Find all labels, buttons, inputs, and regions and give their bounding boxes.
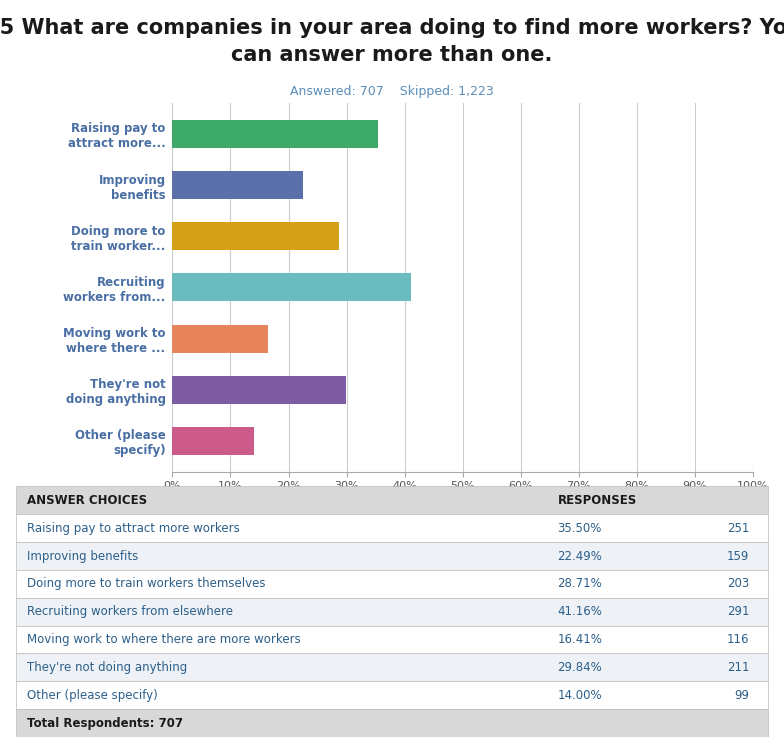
Text: 22.49%: 22.49% [557,550,602,562]
Text: 28.71%: 28.71% [557,577,602,590]
Text: 291: 291 [727,605,750,618]
FancyBboxPatch shape [16,654,768,681]
Text: Other (please specify): Other (please specify) [27,689,158,702]
Bar [172,427,254,455]
Text: Improving benefits: Improving benefits [27,550,138,562]
Text: 41.16%: 41.16% [557,605,602,618]
Text: 35.50%: 35.50% [557,522,602,534]
Bar [172,171,303,199]
Bar [172,324,267,352]
Text: Moving work to where there are more workers: Moving work to where there are more work… [27,633,301,646]
Text: Doing more to train workers themselves: Doing more to train workers themselves [27,577,266,590]
Text: 16.41%: 16.41% [557,633,602,646]
Text: 99: 99 [735,689,750,702]
Text: Answered: 707    Skipped: 1,223: Answered: 707 Skipped: 1,223 [290,85,494,98]
Bar [172,376,346,404]
Text: 251: 251 [727,522,750,534]
FancyBboxPatch shape [16,626,768,654]
FancyBboxPatch shape [16,681,768,709]
Text: Q5 What are companies in your area doing to find more workers? You
can answer mo: Q5 What are companies in your area doing… [0,18,784,65]
Text: 116: 116 [727,633,750,646]
FancyBboxPatch shape [16,542,768,570]
Text: 211: 211 [727,661,750,674]
Text: ANSWER CHOICES: ANSWER CHOICES [27,494,147,507]
Text: Total Respondents: 707: Total Respondents: 707 [27,716,183,730]
Text: Raising pay to attract more workers: Raising pay to attract more workers [27,522,240,534]
Text: Recruiting workers from elsewhere: Recruiting workers from elsewhere [27,605,233,618]
FancyBboxPatch shape [16,709,768,737]
Text: 203: 203 [728,577,750,590]
Text: 14.00%: 14.00% [557,689,602,702]
Text: 159: 159 [727,550,750,562]
Text: They're not doing anything: They're not doing anything [27,661,187,674]
Text: 29.84%: 29.84% [557,661,602,674]
FancyBboxPatch shape [16,598,768,626]
Bar [172,120,379,148]
FancyBboxPatch shape [16,570,768,598]
Text: RESPONSES: RESPONSES [557,494,637,507]
Bar [172,273,412,301]
Bar [172,223,339,251]
FancyBboxPatch shape [16,486,768,514]
FancyBboxPatch shape [16,514,768,542]
